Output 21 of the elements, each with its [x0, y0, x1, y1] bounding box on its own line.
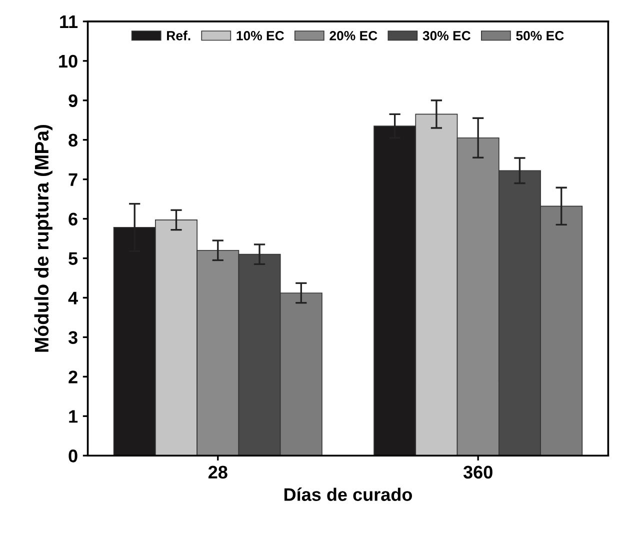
x-tick-label: 360: [463, 466, 492, 479]
y-tick-label: 9: [68, 94, 78, 108]
legend-label: 30% EC: [422, 31, 471, 40]
x-tick-label: 28: [208, 466, 228, 479]
y-tick-label: 3: [68, 331, 78, 344]
y-tick-label: 10: [59, 54, 78, 68]
y-tick-label: 7: [68, 173, 78, 186]
y-tick-label: 1: [69, 410, 78, 423]
y-tick-label: 0: [68, 450, 78, 462]
legend-label: 50% EC: [516, 31, 564, 40]
legend-label: Ref.: [167, 30, 190, 40]
y-tick-label: 8: [68, 134, 78, 147]
y-tick-label: 2: [68, 370, 78, 384]
y-tick-label: 4: [68, 292, 78, 304]
y-tick-label: 11: [60, 16, 78, 28]
legend-label: 10% EC: [236, 31, 284, 40]
x-axis-title: Días de curado: [284, 488, 412, 501]
y-tick-label: 6: [68, 212, 78, 226]
y-axis-title: Módulo de ruptura (MPa): [34, 124, 52, 352]
y-tick-label: 5: [68, 252, 78, 265]
legend-label: 20% EC: [330, 31, 378, 40]
